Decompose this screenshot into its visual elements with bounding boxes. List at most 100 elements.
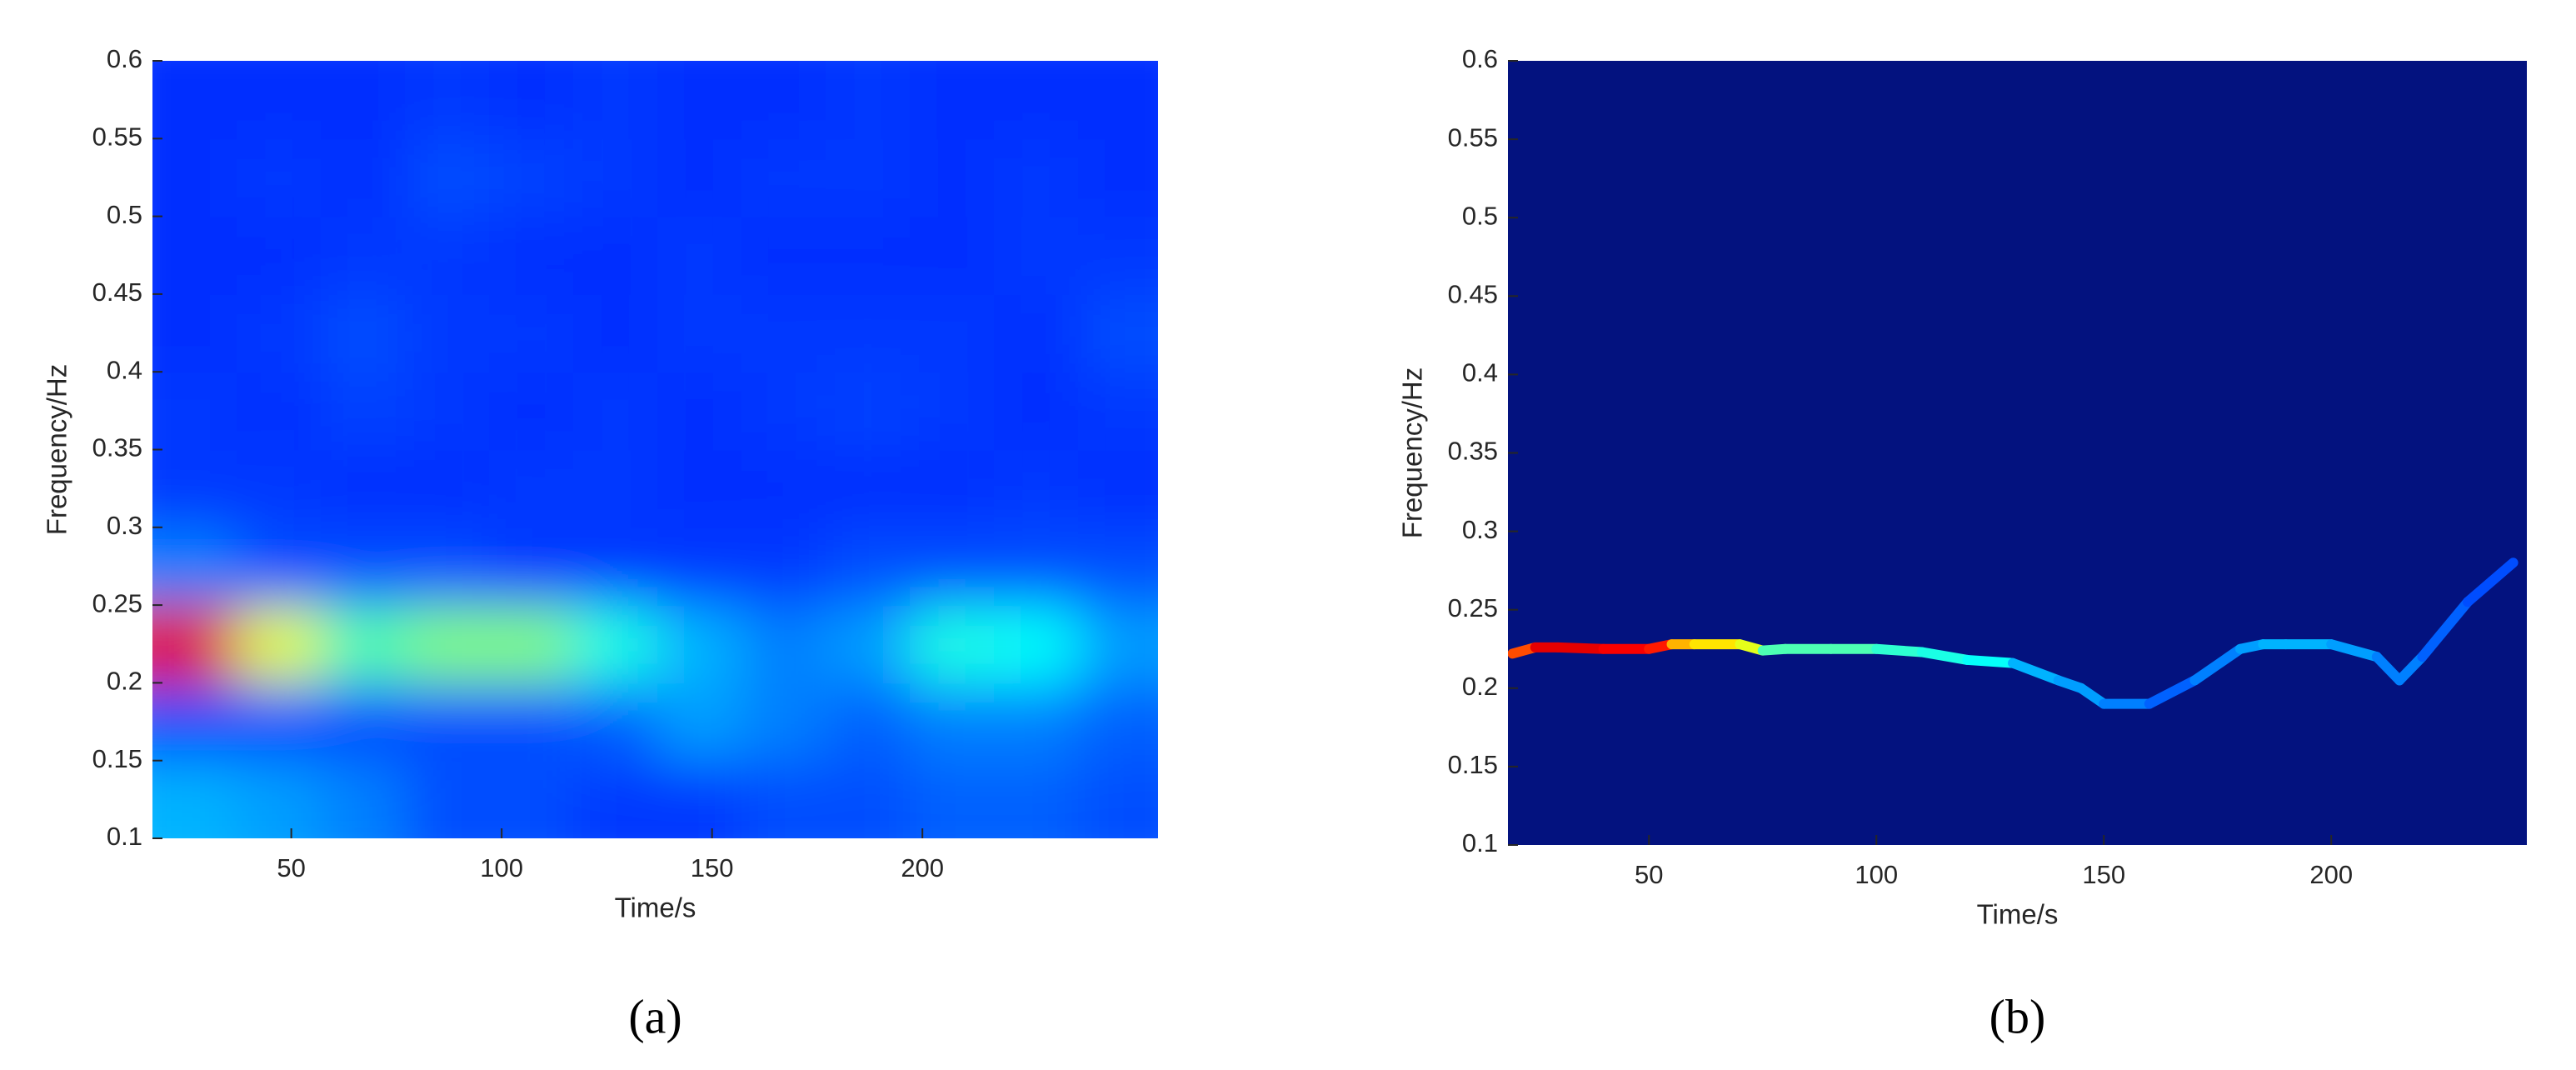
y-tick-label: 0.55 [1448, 122, 1498, 152]
heatmap-cell [910, 527, 996, 607]
heatmap-cell [573, 61, 659, 140]
y-tick-label: 0.55 [92, 122, 142, 151]
heatmap-cell [573, 372, 659, 451]
heatmap-cell [321, 449, 407, 528]
caption: (a) [628, 989, 681, 1043]
heatmap-cell [741, 449, 827, 528]
heatmap-cell [321, 372, 407, 451]
ridge-segment [1871, 643, 1927, 658]
y-tick-label: 0.6 [107, 44, 142, 73]
heatmap-cell [237, 605, 322, 684]
heatmap-cell [237, 682, 322, 762]
x-tick-label: 150 [2082, 860, 2125, 889]
heatmap-cell [405, 138, 491, 218]
heatmap-cell [741, 216, 827, 295]
heatmap-cell [657, 449, 743, 528]
ridge-segment [2326, 639, 2382, 662]
heatmap-cell [573, 682, 659, 762]
y-axis-title: Frequency/Hz [1397, 368, 1428, 538]
heatmap-cell [237, 449, 322, 528]
heatmap-cell [741, 527, 827, 607]
heatmap-cell [741, 61, 827, 140]
y-axis-title: Frequency/Hz [42, 364, 72, 535]
y-tick-label: 0.3 [1462, 515, 1498, 544]
heatmap-cell [1078, 61, 1158, 140]
heatmap-cell [994, 138, 1080, 218]
heatmap-cell [994, 293, 1080, 373]
heatmap-cell [405, 216, 491, 295]
heatmap-cell [489, 372, 575, 451]
heatmap-cell [405, 527, 491, 607]
heatmap-cell [741, 138, 827, 218]
heatmap-cell [573, 760, 659, 838]
heatmap-cell [826, 293, 911, 373]
heatmap-cell [657, 682, 743, 762]
heatmap-cell [1078, 605, 1158, 684]
heatmap-cell [237, 527, 322, 607]
heatmap-cell [405, 449, 491, 528]
y-tick-label: 0.1 [107, 822, 142, 851]
heatmap-cell [489, 293, 575, 373]
y-tick-label: 0.35 [1448, 437, 1498, 466]
ridge-segment [2144, 675, 2200, 709]
heatmap-cell [741, 682, 827, 762]
heatmap-cell [573, 527, 659, 607]
y-tick-label: 0.3 [107, 511, 142, 540]
ridge-segment [1916, 647, 1973, 665]
heatmap-cell [994, 61, 1080, 140]
ridge-segment [2394, 652, 2428, 686]
heatmap-cell [152, 527, 238, 607]
heatmap-cell [1078, 293, 1158, 373]
heatmap-cell [321, 138, 407, 218]
heatmap-cell [405, 61, 491, 140]
heatmap-cell [910, 449, 996, 528]
heatmap-cell [237, 138, 322, 218]
heatmap-cell [152, 293, 238, 373]
plot-background [1508, 61, 2527, 845]
heatmap-cell [405, 293, 491, 373]
heatmap-cell [152, 372, 238, 451]
heatmap-cell [826, 61, 911, 140]
heatmap-cell [237, 61, 322, 140]
heatmap-cell [826, 216, 911, 295]
heatmap-cell [910, 760, 996, 838]
heatmap-cell [489, 216, 575, 295]
heatmap-cell [1078, 682, 1158, 762]
heatmap-cell [237, 372, 322, 451]
heatmap-cell [573, 216, 659, 295]
x-tick-label: 100 [1855, 860, 1898, 889]
heatmap-cell [910, 682, 996, 762]
heatmap-cell [657, 605, 743, 684]
heatmap-cell [321, 682, 407, 762]
y-tick-label: 0.15 [92, 744, 142, 773]
y-tick-label: 0.5 [107, 200, 142, 229]
heatmap-cell [994, 682, 1080, 762]
heatmap-cell [826, 449, 911, 528]
y-tick-label: 0.45 [1448, 279, 1498, 308]
heatmap-cell [910, 605, 996, 684]
heatmap-cell [321, 527, 407, 607]
y-tick-label: 0.6 [1462, 44, 1498, 73]
heatmap-cell [994, 449, 1080, 528]
heatmap-cell [741, 605, 827, 684]
heatmap-cell [321, 293, 407, 373]
heatmap-cell [826, 138, 911, 218]
heatmap-cell [741, 372, 827, 451]
heatmap-cell [910, 372, 996, 451]
x-axis-title: Time/s [615, 892, 696, 923]
heatmap-cell [1078, 138, 1158, 218]
ridge-segment [1553, 642, 1609, 654]
y-tick-label: 0.15 [1448, 750, 1498, 779]
heatmap-cell [405, 605, 491, 684]
heatmap-cell [489, 605, 575, 684]
heatmap-cell [994, 216, 1080, 295]
x-tick-label: 200 [2309, 860, 2353, 889]
heatmap-cell [573, 449, 659, 528]
heatmap-cell [910, 216, 996, 295]
heatmap-cell [489, 138, 575, 218]
heatmap-cell [489, 682, 575, 762]
heatmap-cell [321, 216, 407, 295]
heatmap-cell [994, 527, 1080, 607]
